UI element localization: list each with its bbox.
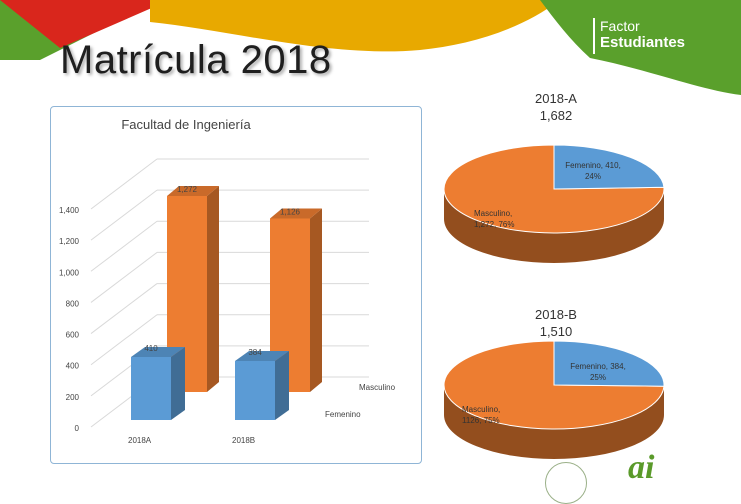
pie-chart-2018a: Femenino, 410, 24% Masculino, 1,272, 76% <box>436 134 676 284</box>
gridline-side <box>91 190 157 240</box>
bar-femenino-2018a-side <box>171 347 185 420</box>
x-category-label: 2018A <box>128 436 152 445</box>
pie-label-masculino: Masculino, <box>474 209 512 218</box>
series-label-masculino: Masculino <box>359 383 396 392</box>
gridline-side <box>91 284 157 334</box>
page-title: Matrícula 2018 <box>60 38 332 83</box>
y-tick-label: 400 <box>66 362 80 371</box>
pie-label-femenino: Femenino, 384, <box>570 362 626 371</box>
value-label-femenino: 384 <box>248 348 262 357</box>
value-label-masculino: 1,272 <box>177 185 198 194</box>
y-tick-label: 200 <box>66 393 80 402</box>
bar-masculino-2018a-side <box>207 186 219 392</box>
brand-line-1: Factor <box>600 18 720 34</box>
pie-a-title: 2018-A 1,682 <box>476 90 636 124</box>
pie-label-femenino: Femenino, 410, <box>565 161 621 170</box>
pie-a-total: 1,682 <box>476 107 636 124</box>
y-tick-label: 800 <box>66 299 80 308</box>
pie-label-masculino: Masculino, <box>462 405 500 414</box>
value-label-femenino: 410 <box>144 344 158 353</box>
gridline-side <box>91 159 157 209</box>
y-tick-label: 0 <box>75 424 80 433</box>
pie-b-title-text: 2018-B <box>476 306 636 323</box>
y-tick-label: 1,400 <box>59 206 80 215</box>
university-seal-icon <box>545 462 587 504</box>
bar-femenino-2018b <box>235 361 275 420</box>
series-label-femenino: Femenino <box>325 410 361 419</box>
pie-label-femenino-pct: 24% <box>585 172 601 181</box>
pie-a-title-text: 2018-A <box>476 90 636 107</box>
gridline-side <box>91 252 157 302</box>
y-tick-label: 600 <box>66 331 80 340</box>
pie-label-femenino-pct: 25% <box>590 373 606 382</box>
bar-chart-panel: Facultad de Ingeniería 0 200 400 600 800 1,000… <box>50 106 422 464</box>
gridline-side <box>91 221 157 271</box>
y-tick-label: 1,200 <box>59 237 80 246</box>
brand-divider <box>593 18 595 54</box>
pie-label-masculino-value: 1,272, 76% <box>474 220 514 229</box>
bar-chart: Facultad de Ingeniería 0 200 400 600 800 1,000… <box>51 107 421 463</box>
value-label-masculino: 1,126 <box>280 207 301 216</box>
x-category-label: 2018B <box>232 436 255 445</box>
pie-label-masculino-value: 1126, 75% <box>462 416 500 425</box>
bar-femenino-2018b-side <box>275 351 289 420</box>
bar-masculino-2018b-side <box>310 208 322 392</box>
chart-title: Facultad de Ingeniería <box>121 117 251 132</box>
footer-logo: ai <box>628 449 654 487</box>
y-tick-label: 1,000 <box>59 268 80 277</box>
brand-line-2: Estudiantes <box>600 34 720 52</box>
bar-femenino-2018a <box>131 357 171 420</box>
brand-logo: Factor Estudiantes <box>600 18 720 52</box>
